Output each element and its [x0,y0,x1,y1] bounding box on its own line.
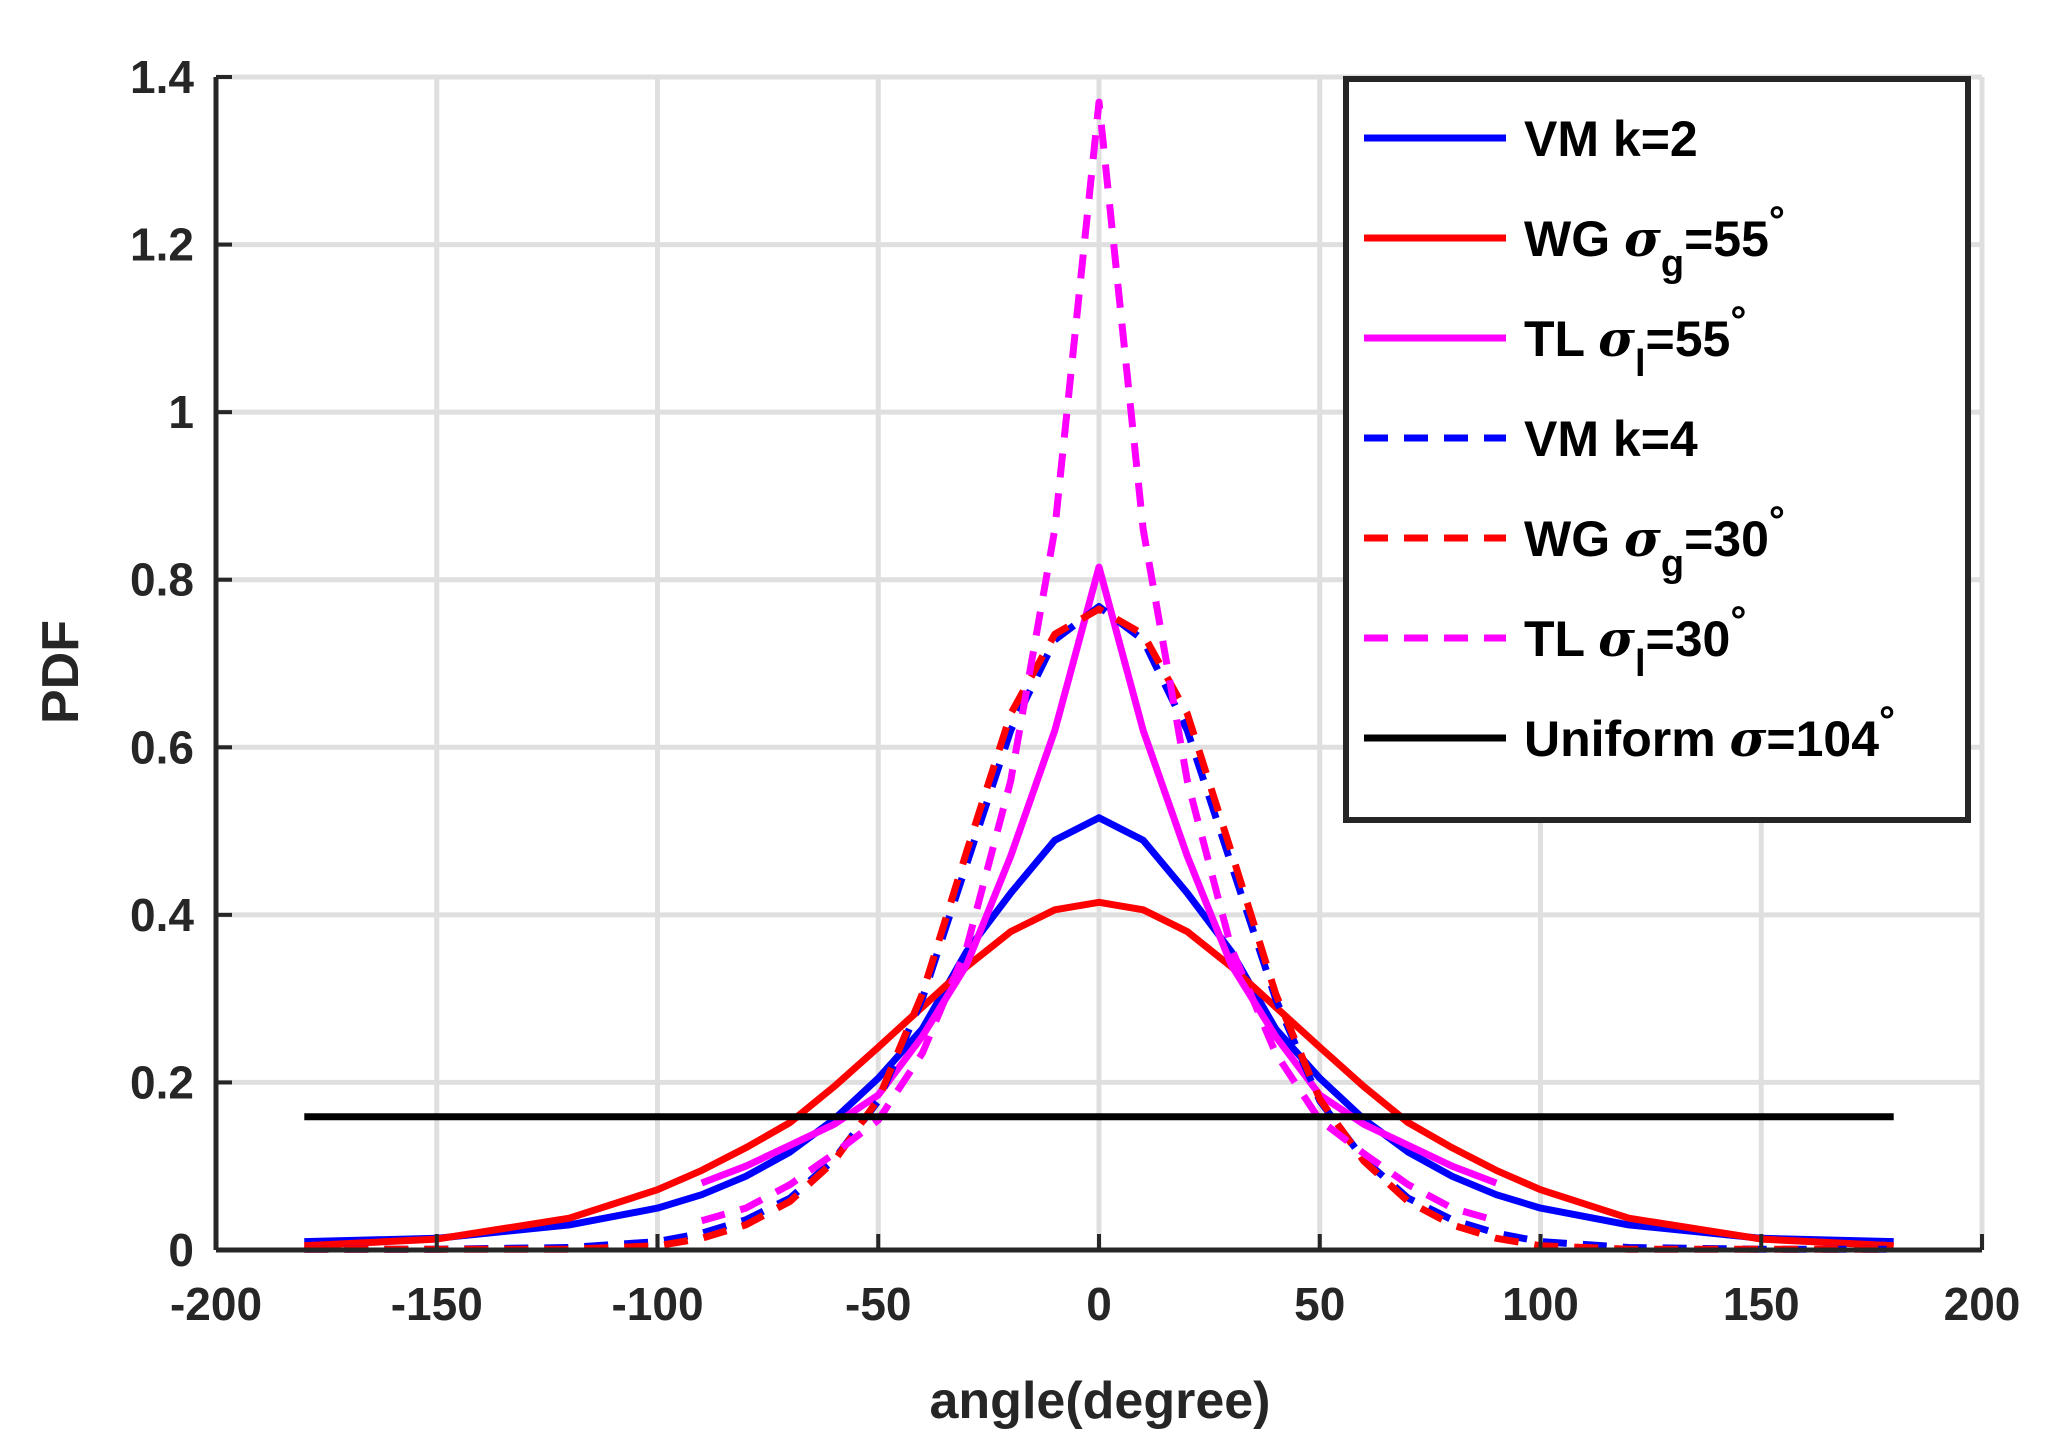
x-tick-label: 150 [1723,1278,1800,1330]
legend-entry-7: Uniform σ=104° [1524,699,1895,768]
legend-entry-6: TL σl=30° [1524,599,1746,685]
series-line-1 [304,814,1894,1246]
y-tick-label: 0.4 [130,889,194,941]
x-tick-label: 50 [1294,1278,1345,1330]
x-tick-label: 200 [1944,1278,2021,1330]
y-tick-label: 0.8 [130,554,194,606]
legend-entry-5: WG σg=30° [1524,499,1785,585]
legend-box [1343,76,1971,823]
series-line-3 [700,563,1498,1187]
y-tick-label: 0 [168,1224,194,1276]
y-tick-label: 0.6 [130,721,194,773]
x-tick-label: -50 [845,1278,911,1330]
legend-entry-4: VM k=4 [1524,411,1698,467]
series-line-2 [304,898,1894,1250]
legend-entry-3: TL σl=55° [1524,299,1746,385]
y-tick-label: 1 [168,386,194,438]
legend-entry-2: WG σg=55° [1524,199,1785,285]
x-tick-label: 0 [1086,1278,1112,1330]
y-tick-label: 0.2 [130,1056,194,1108]
series-lines [304,98,1894,1253]
y-axis-label: PDF [32,620,90,724]
y-tick-label: 1.4 [130,51,194,103]
x-tick-label: -150 [391,1278,483,1330]
x-tick-label: -100 [611,1278,703,1330]
x-axis-label: angle(degree) [930,1372,1271,1430]
legend-entry-1: VM k=2 [1524,111,1698,167]
legend: VM k=2 WG σg=55° TL σl=55° VM k=4 WG σg=30° T… [1343,76,1971,823]
axes [213,75,1984,1253]
series-line-6 [700,98,1498,1225]
tick-labels: -200 -150 -100 -50 0 50 100 150 200 0 0.2 0.4 0.6 0.8… [130,51,2020,1330]
y-tick-label: 1.2 [130,219,194,271]
x-tick-label: 100 [1502,1278,1579,1330]
x-tick-label: -200 [170,1278,262,1330]
series-line-5 [304,605,1894,1253]
